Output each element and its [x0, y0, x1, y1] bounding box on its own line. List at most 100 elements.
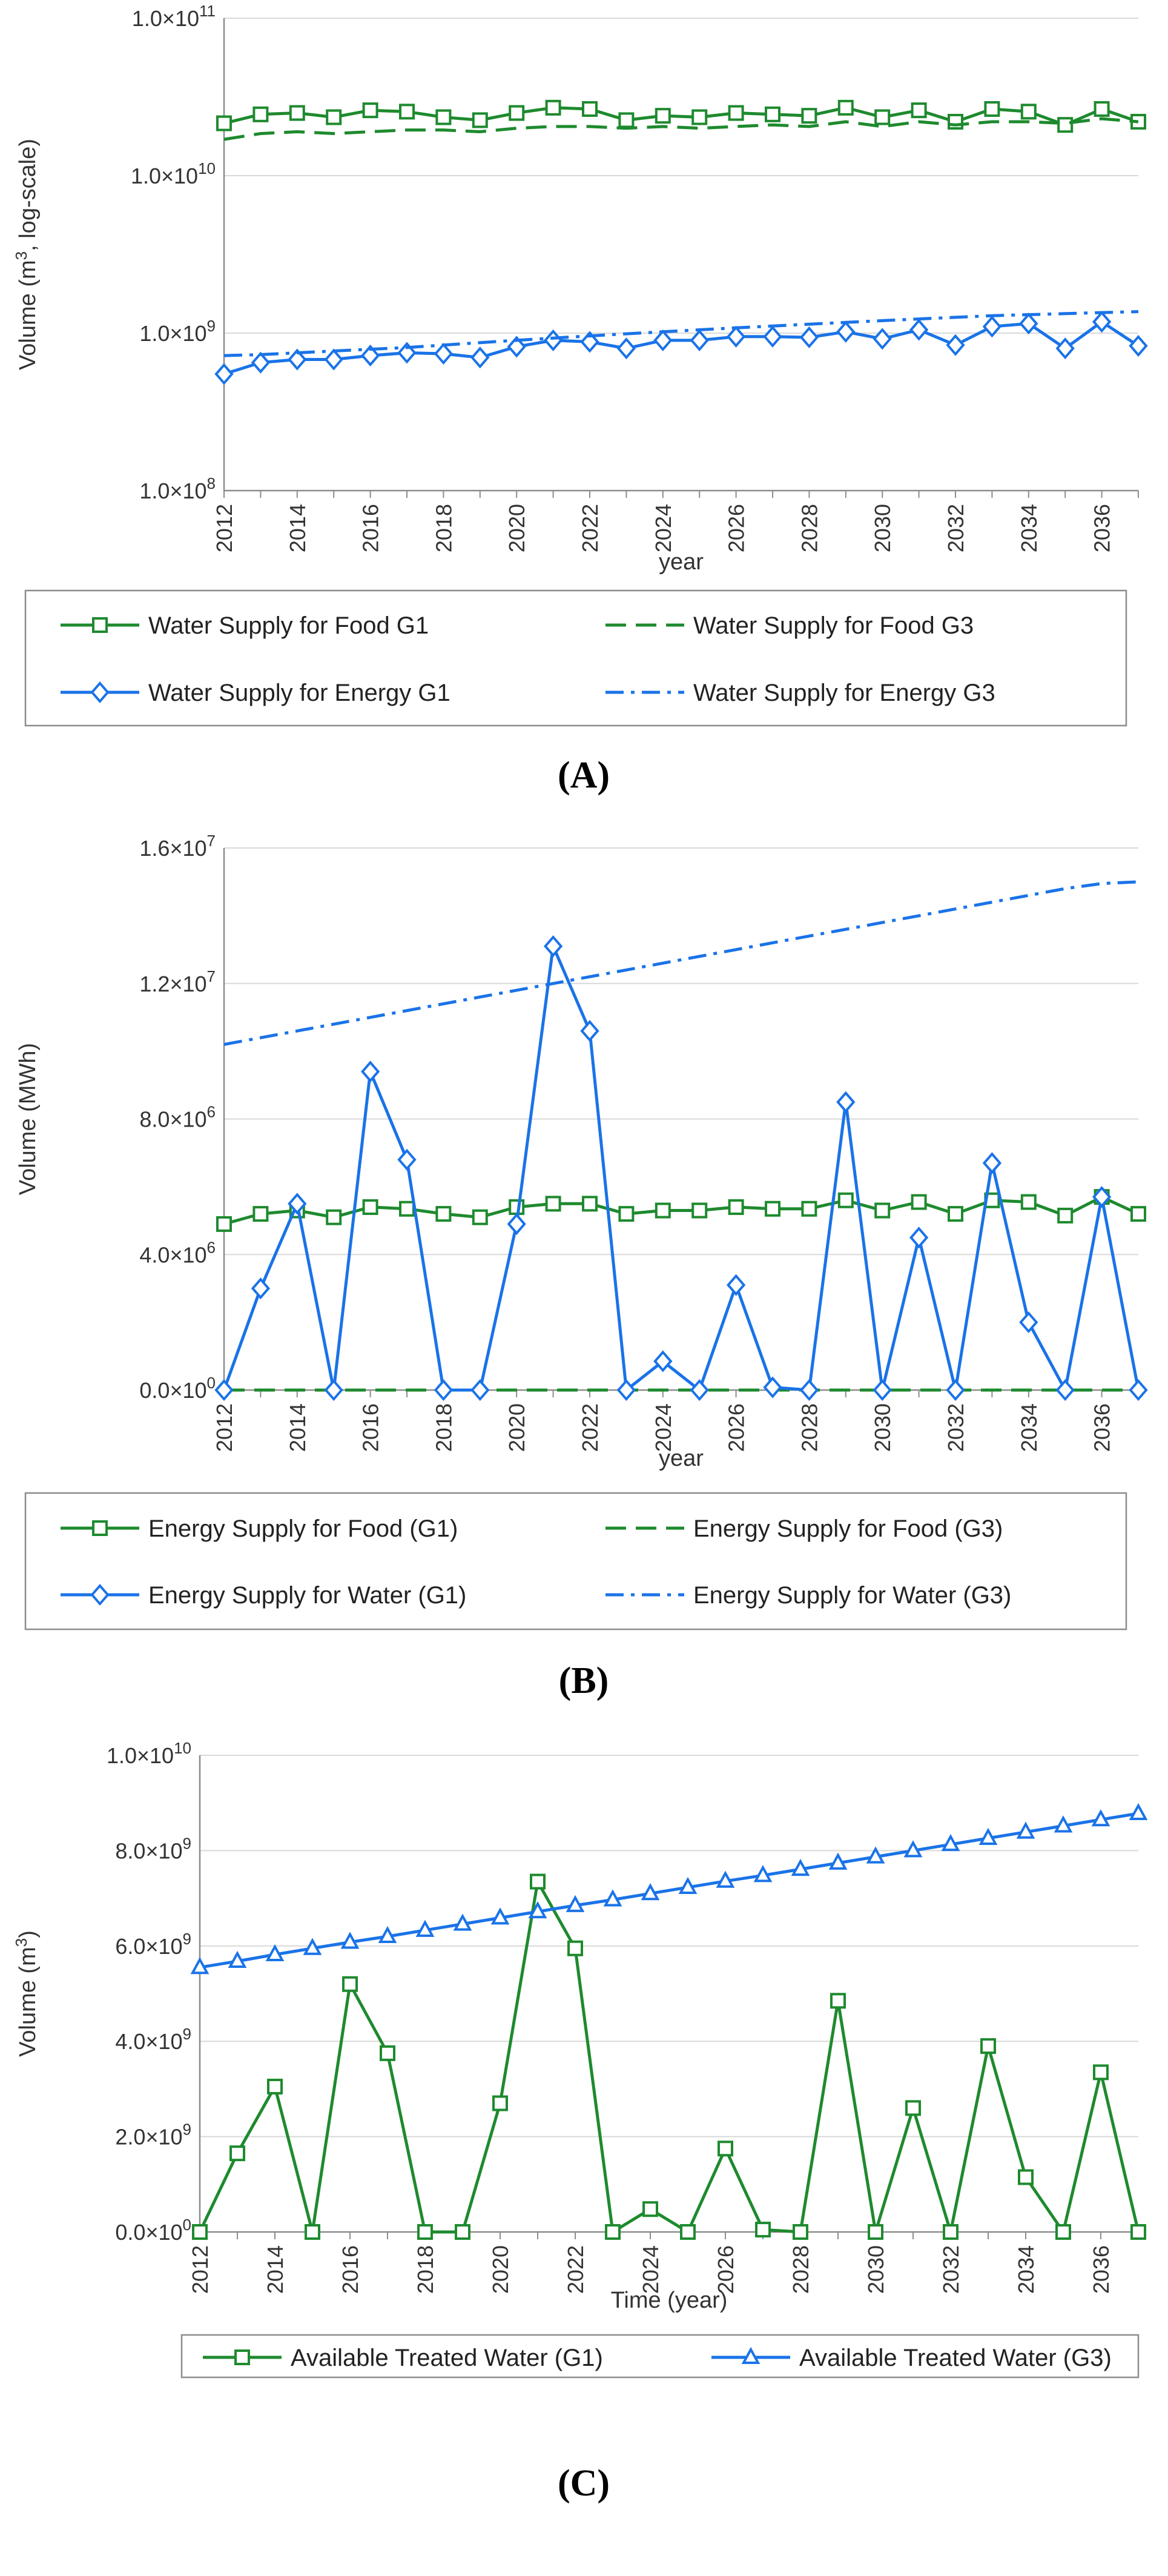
data-point	[791, 1858, 810, 1876]
data-point	[1091, 1809, 1110, 1827]
series-line	[198, 1880, 1140, 2234]
data-point	[567, 1940, 583, 1956]
data-point	[753, 1865, 773, 1882]
data-point	[763, 325, 782, 348]
data-point	[765, 106, 780, 122]
data-point	[305, 2224, 320, 2240]
x-tick-label: 2034	[1014, 2245, 1038, 2294]
data-point	[726, 1274, 746, 1296]
data-point	[507, 1213, 526, 1235]
data-point	[360, 1061, 380, 1083]
data-point	[618, 1206, 635, 1222]
legend-box	[180, 2334, 1140, 2379]
data-point	[874, 1202, 891, 1219]
x-tick-label: 2030	[870, 504, 895, 552]
data-point	[909, 1227, 929, 1249]
y-tick-label: 1.6×107	[139, 832, 216, 861]
data-point	[765, 1200, 780, 1217]
data-point	[836, 320, 856, 343]
data-point	[251, 351, 271, 374]
data-point	[616, 1379, 636, 1402]
data-point	[303, 1938, 322, 1955]
x-tick-label: 2022	[578, 504, 602, 552]
x-axis-label: year	[659, 549, 704, 575]
x-tick-label: 2020	[504, 1403, 529, 1452]
x-tick-label: 2024	[651, 1403, 676, 1452]
data-point	[507, 336, 526, 358]
data-point	[691, 1202, 708, 1219]
series-1	[216, 1189, 1146, 1232]
legend-entry: Available Treated Water (G1)	[203, 2345, 603, 2371]
y-tick-label: 0.0×100	[115, 2216, 191, 2245]
data-point	[582, 101, 598, 117]
data-point	[1130, 1206, 1146, 1222]
x-tick-label: 2020	[504, 504, 529, 552]
data-point	[1092, 1186, 1112, 1208]
series-line	[222, 944, 1140, 1392]
legend-entry: Available Treated Water (G3)	[711, 2345, 1112, 2371]
data-point	[941, 1833, 960, 1852]
data-point	[616, 337, 636, 360]
y-tick-label: 8.0×106	[139, 1103, 216, 1132]
chart-panel-2: 0.0×100 4.0×106 8.0×106 1.2×107 1.6×107 2012 2…	[15, 832, 1148, 1701]
data-point	[1055, 337, 1075, 360]
x-tick-label: 2036	[1089, 2245, 1114, 2294]
data-point	[455, 2224, 470, 2240]
data-point	[680, 2224, 696, 2240]
data-point	[216, 1216, 232, 1232]
data-point	[1019, 1311, 1038, 1334]
data-point	[435, 109, 452, 125]
data-point	[216, 115, 232, 131]
legend-box	[24, 1492, 1127, 1631]
data-point	[378, 1925, 397, 1944]
x-tick-label: 2018	[431, 1403, 456, 1452]
x-axis-label: Time (year)	[611, 2288, 728, 2313]
legend-marker	[90, 681, 110, 704]
data-point	[229, 2145, 245, 2162]
data-point	[909, 319, 929, 341]
data-point	[470, 346, 490, 369]
data-point	[1057, 1207, 1074, 1223]
data-point	[978, 1827, 998, 1845]
data-point	[360, 345, 380, 367]
x-tick-label: 2028	[788, 2245, 813, 2294]
data-point	[472, 1209, 488, 1225]
data-point	[799, 1379, 819, 1402]
legend-label: Water Supply for Energy G3	[693, 680, 995, 706]
data-point	[214, 363, 234, 385]
data-point	[873, 1379, 892, 1402]
x-tick-label: 2016	[358, 1403, 383, 1452]
series-4	[223, 310, 1139, 357]
legend-entry: Energy Supply for Food (G1)	[61, 1515, 458, 1542]
legend-label: Available Treated Water (G1)	[291, 2345, 603, 2371]
panel-label: (C)	[558, 2463, 610, 2504]
y-tick-label: 1.0×108	[139, 474, 216, 503]
data-point	[1129, 1379, 1148, 1402]
x-tick-label: 2012	[188, 2245, 213, 2294]
y-tick-label: 1.0×1010	[131, 159, 216, 188]
data-point	[1129, 334, 1148, 357]
data-point	[415, 1919, 435, 1937]
x-tick-label: 2014	[285, 504, 310, 552]
data-point	[1094, 101, 1110, 117]
data-point	[801, 108, 817, 124]
data-point	[1018, 2169, 1034, 2185]
x-tick-label: 2018	[431, 504, 456, 552]
series-line	[223, 880, 1139, 1046]
data-point	[340, 1932, 360, 1949]
series-line	[223, 320, 1140, 376]
x-tick-label: 2012	[212, 1403, 237, 1452]
x-tick-label: 2028	[797, 504, 822, 552]
data-point	[434, 1379, 454, 1402]
data-point	[728, 1199, 744, 1215]
data-point	[1020, 1194, 1037, 1210]
legend-entry: Water Supply for Energy G3	[605, 680, 995, 706]
data-point	[362, 1199, 378, 1215]
data-point	[399, 1200, 415, 1217]
data-point	[763, 1376, 782, 1399]
data-point	[543, 329, 563, 351]
data-point	[190, 1957, 210, 1975]
data-point	[472, 112, 488, 128]
data-point	[691, 109, 708, 125]
data-point	[618, 112, 635, 128]
